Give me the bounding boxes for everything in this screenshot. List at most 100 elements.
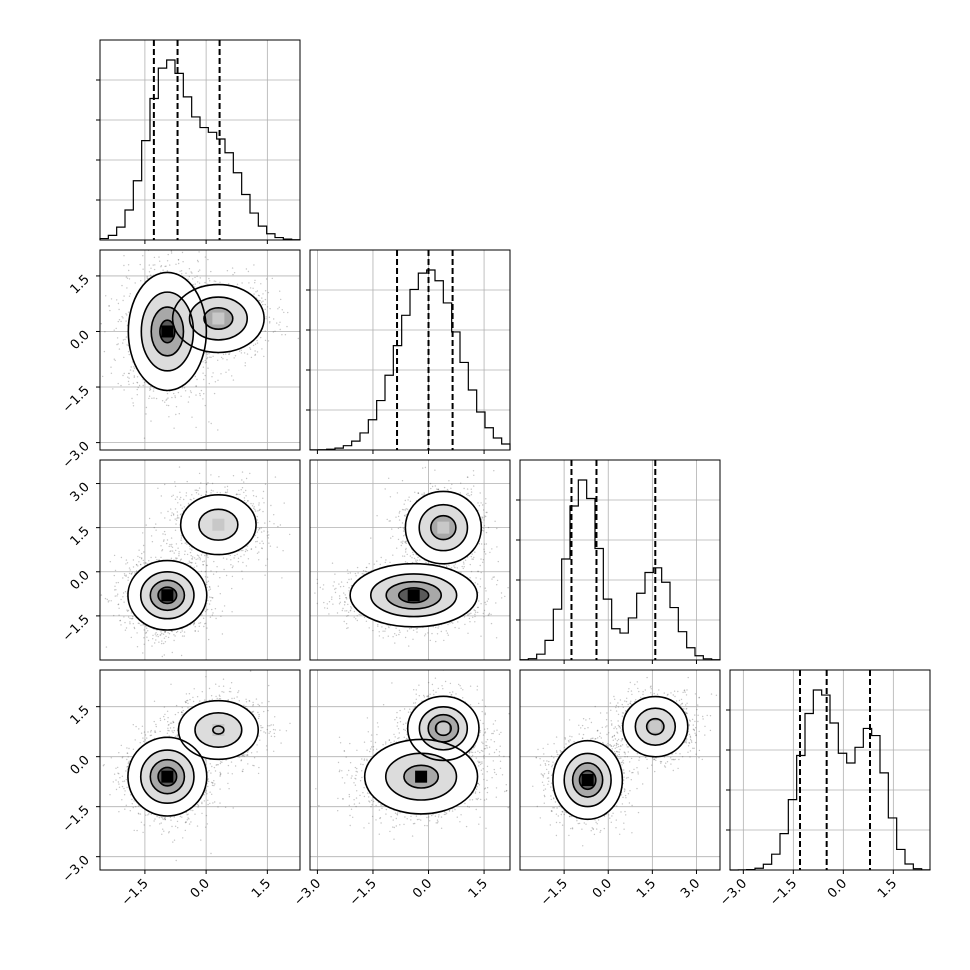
scatter-point (173, 392, 175, 395)
scatter-point (222, 557, 225, 559)
scatter-point (282, 550, 284, 552)
scatter-point (120, 598, 122, 601)
scatter-point (143, 629, 145, 631)
hist-2-frame (519, 459, 721, 661)
scatter-point (178, 555, 180, 557)
scatter-point (164, 631, 167, 633)
scatter-point (164, 517, 166, 519)
scatter-point (268, 316, 271, 318)
scatter-point (217, 379, 219, 381)
scatter-point (196, 565, 198, 567)
scatter-point (127, 616, 130, 618)
scatter-point (128, 269, 130, 272)
contour-line-2 (150, 306, 185, 357)
scatter-point (207, 599, 209, 602)
scatter-point (125, 313, 127, 315)
scatter-point (155, 639, 157, 641)
scatter-point (200, 389, 203, 392)
scatter-point (243, 481, 245, 483)
scatter-point (119, 620, 121, 622)
scatter-point (245, 268, 248, 270)
scatter-point (191, 494, 193, 496)
scatter-point (136, 632, 138, 634)
scatter-point (128, 377, 130, 379)
scatter-point (174, 396, 176, 399)
scatter-point (202, 561, 204, 563)
scatter-point (170, 630, 173, 632)
scatter-point (176, 517, 178, 520)
scatter-point (177, 259, 180, 261)
scatter-point (194, 286, 196, 288)
scatter-point (257, 522, 259, 524)
scatter-point (122, 374, 124, 377)
scatter-point (132, 623, 134, 625)
scatter-point (264, 483, 267, 485)
scatter-point (146, 636, 148, 638)
scatter-point (241, 487, 244, 489)
scatter-point (179, 270, 181, 272)
scatter-point (206, 581, 208, 583)
scatter-point (139, 556, 141, 559)
scatter-point (204, 554, 206, 557)
scatter-point (207, 367, 209, 369)
scatter-point (145, 413, 147, 415)
scatter-point (125, 336, 128, 338)
scatter-point (207, 608, 209, 611)
scatter-point (155, 635, 157, 637)
scatter-point (192, 556, 194, 558)
scatter-point (179, 514, 182, 516)
scatter-point (205, 583, 208, 586)
scatter-point (194, 626, 196, 628)
scatter-point (256, 552, 259, 554)
scatter-point (205, 494, 207, 496)
scatter-point (189, 390, 192, 392)
scatter-point (157, 635, 159, 638)
scatter-point (269, 545, 272, 547)
scatter-point (217, 429, 219, 431)
scatter-point (209, 596, 211, 598)
scatter-point (264, 330, 266, 332)
scatter-point (199, 392, 201, 395)
scatter-point (142, 624, 144, 626)
scatter-point (264, 303, 266, 306)
scatter-point (130, 612, 133, 614)
scatter-point (217, 359, 219, 361)
scatter-point (216, 566, 218, 568)
scatter-point (232, 565, 234, 567)
scatter-point (261, 540, 263, 542)
scatter-point (210, 474, 212, 476)
scatter-point (210, 489, 213, 491)
scatter-point (248, 282, 250, 284)
scatter-point (153, 526, 155, 529)
scatter-point (274, 476, 277, 478)
scatter-point (215, 280, 217, 283)
scatter-point (148, 264, 150, 266)
scatter-point (238, 489, 240, 492)
scatter-point (116, 343, 118, 346)
scatter-point (124, 338, 126, 341)
scatter-point (143, 637, 145, 639)
scatter-point (132, 370, 135, 372)
scatter-point (200, 482, 202, 484)
scatter-point (165, 265, 167, 267)
scatter-point (105, 646, 108, 648)
scatter-point (194, 276, 196, 279)
scatter-point (245, 477, 248, 480)
scatter-point (250, 502, 252, 505)
scatter-point (143, 551, 145, 553)
scatter-point (228, 353, 230, 355)
scatter-point (175, 523, 177, 525)
scatter-point (166, 260, 169, 262)
scatter-point (189, 551, 192, 554)
scatter-point (149, 388, 152, 391)
scatter-point (256, 351, 259, 353)
scatter-point (209, 586, 211, 588)
scatter-point (199, 277, 201, 279)
scatter-point (132, 405, 135, 407)
scatter-point (212, 355, 214, 357)
scatter-point (231, 611, 233, 613)
scatter-point (161, 549, 164, 551)
scatter-point (208, 421, 210, 423)
scatter-point (195, 394, 197, 396)
